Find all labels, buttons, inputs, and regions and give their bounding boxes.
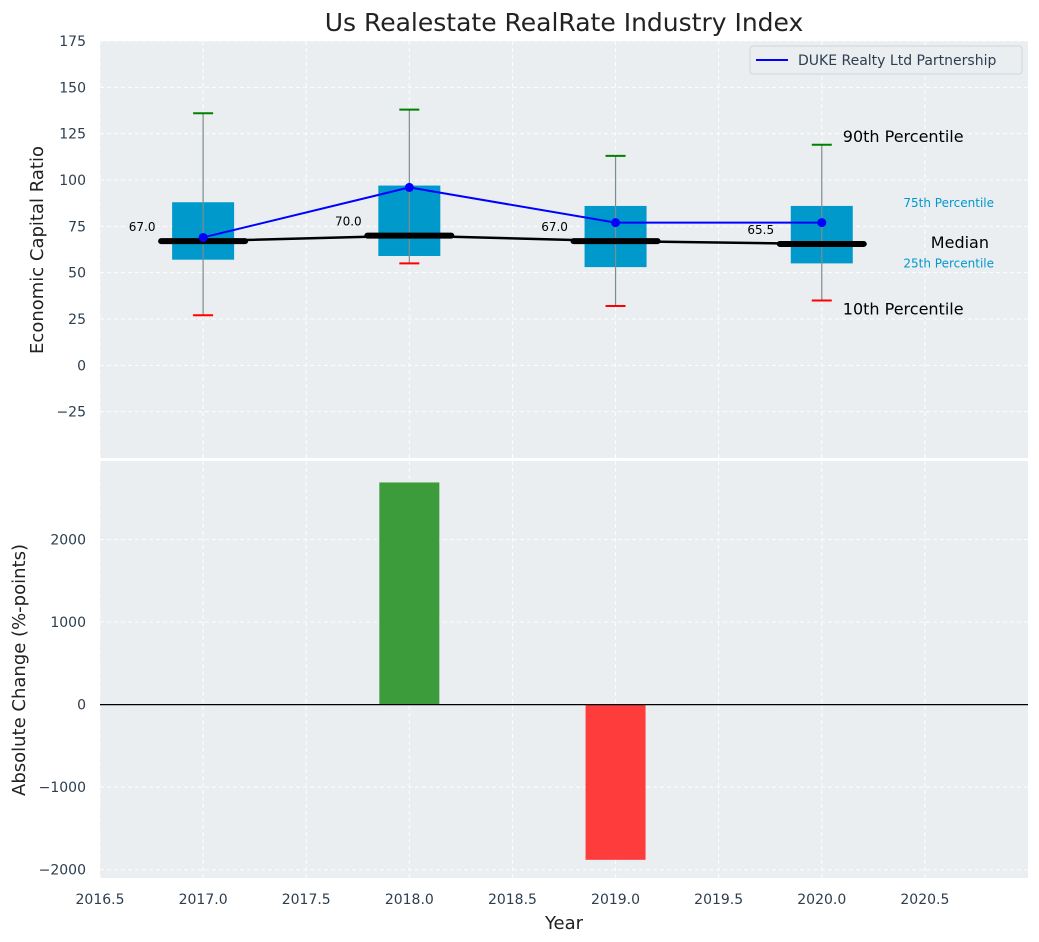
top-y-tick-label: 50	[68, 266, 86, 282]
bottom-y-axis-label: Absolute Change (%-points)	[9, 544, 30, 796]
x-tick-label: 2019.5	[694, 892, 743, 908]
series-point	[817, 218, 827, 228]
percentile-annotations: 90th Percentile 10th Percentile 75th Perce…	[843, 127, 994, 319]
top-plot-background	[100, 41, 1028, 458]
x-tick-label: 2017.5	[282, 892, 331, 908]
series-line	[202, 186, 822, 239]
p75-annotation: 75th Percentile	[903, 196, 994, 210]
series-lines	[198, 182, 827, 246]
top-y-tick-label: 175	[59, 34, 86, 50]
top-y-tick-label: 100	[59, 173, 86, 189]
top-y-axis-label: Economic Capital Ratio	[27, 146, 48, 354]
median-trend-line	[203, 234, 822, 246]
top-y-tick-label: 0	[77, 358, 86, 374]
bottom-y-tick-label: −2000	[39, 863, 86, 879]
legend: DUKE Realty Ltd Partnership	[749, 45, 1023, 75]
bottom-y-tick-label: 2000	[50, 532, 86, 548]
median-value-label: 65.5	[747, 223, 774, 237]
median-value-label: 70.0	[335, 215, 362, 229]
p25-annotation: 25th Percentile	[903, 256, 994, 270]
top-y-tick-label: −25	[56, 405, 86, 421]
bottom-y-tick-label: 0	[77, 698, 86, 714]
x-tick-label: 2018.0	[385, 892, 434, 908]
series-point	[198, 232, 208, 242]
x-tick-labels: 2016.5 2017.0 2017.5 2018.0 2018.5 2019.0 2019…	[76, 892, 950, 908]
x-tick-label: 2018.5	[488, 892, 537, 908]
top-y-tick-label: 25	[68, 312, 86, 328]
series-point	[611, 218, 621, 228]
bottom-y-tick-label: 1000	[50, 615, 86, 631]
bottom-y-tick-label: −1000	[39, 780, 86, 796]
x-tick-label: 2019.0	[591, 892, 640, 908]
top-y-tick-label: 150	[59, 80, 86, 96]
top-y-tick-labels: −25 0 25 50 75 100 125 150 175	[56, 34, 86, 421]
x-axis-label: Year	[544, 913, 584, 934]
change-bars	[100, 482, 1028, 860]
p90-annotation: 90th Percentile	[843, 127, 964, 146]
x-tick-label: 2020.0	[797, 892, 846, 908]
bottom-plot-background	[100, 461, 1028, 878]
p10-annotation: 10th Percentile	[843, 299, 964, 318]
median-value-label: 67.0	[541, 220, 568, 234]
top-gridlines	[99, 40, 1028, 458]
series-point	[404, 182, 414, 192]
x-tick-label: 2017.0	[179, 892, 228, 908]
change-bar	[379, 482, 440, 705]
legend-box	[749, 45, 1023, 75]
bottom-y-tick-labels: −2000 −1000 0 1000 2000	[39, 532, 86, 878]
change-bar	[585, 704, 646, 860]
legend-label: DUKE Realty Ltd Partnership	[798, 53, 996, 69]
median-annotation: Median	[931, 233, 989, 252]
top-y-tick-label: 75	[68, 219, 86, 235]
top-y-tick-label: 125	[59, 127, 86, 143]
chart-title: Us Realestate RealRate Industry Index	[325, 8, 804, 37]
median-value-label: 67.0	[129, 220, 156, 234]
x-tick-label: 2020.5	[900, 892, 949, 908]
x-tick-label: 2016.5	[76, 892, 125, 908]
